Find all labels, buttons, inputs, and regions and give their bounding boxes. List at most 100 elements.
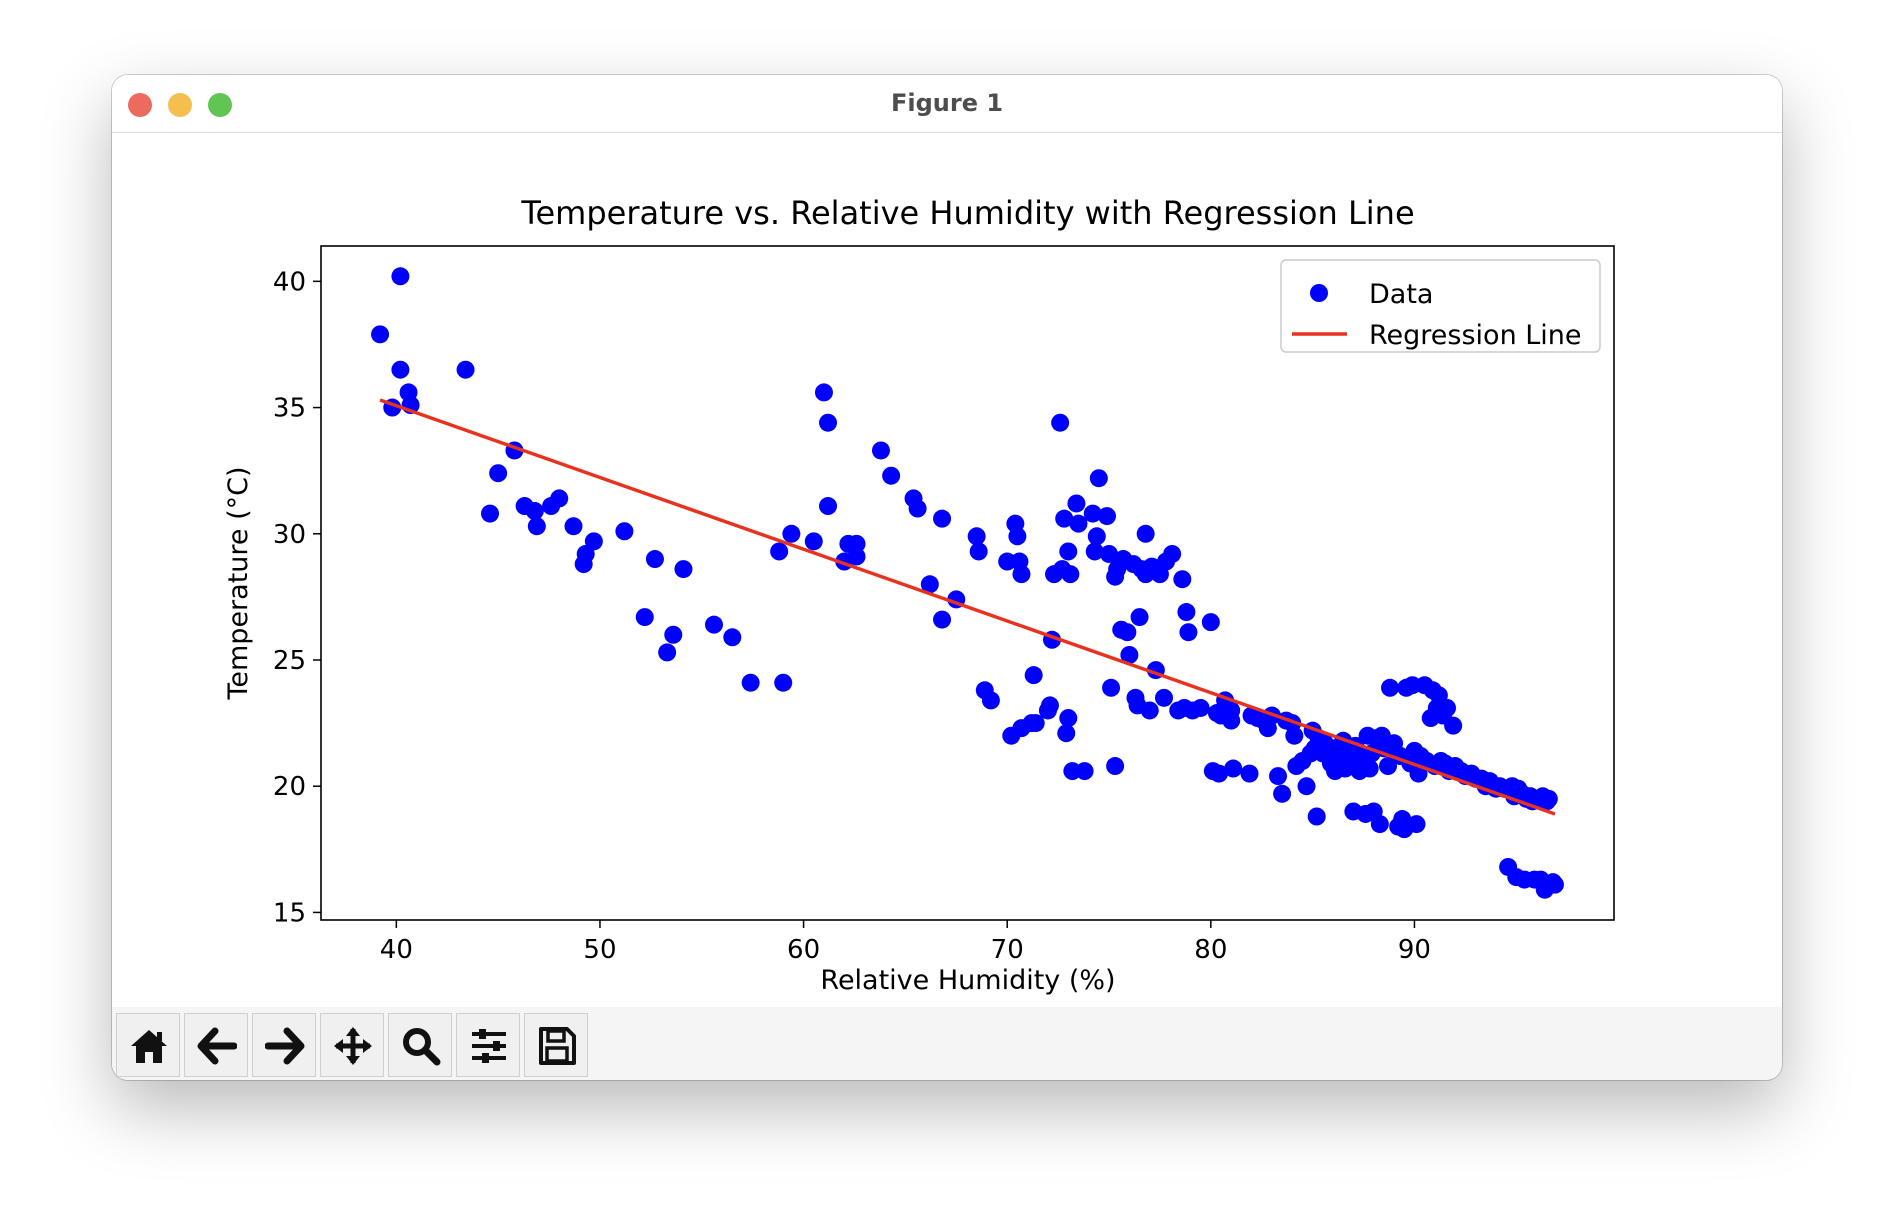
data-point — [1012, 565, 1031, 584]
zoom-window-button[interactable] — [208, 93, 232, 117]
data-point — [847, 547, 866, 566]
data-point — [847, 534, 866, 553]
figure-canvas[interactable]: Temperature vs. Relative Humidity with R… — [112, 133, 1782, 1080]
data-point — [1140, 701, 1159, 720]
close-window-button[interactable] — [128, 93, 152, 117]
data-point — [1240, 764, 1259, 783]
data-point — [1059, 542, 1078, 561]
data-point — [1224, 759, 1243, 778]
x-tick-label: 50 — [583, 935, 616, 965]
plot-frame — [320, 245, 1615, 921]
home-button[interactable] — [116, 1013, 180, 1077]
data-point — [1381, 678, 1400, 697]
window-title: Figure 1 — [890, 89, 1004, 117]
legend-box — [1280, 259, 1601, 353]
forward-arrow-icon — [265, 1027, 305, 1065]
data-point — [1100, 544, 1119, 563]
pan-button[interactable] — [320, 1013, 384, 1077]
data-point — [882, 466, 901, 485]
data-point — [1307, 807, 1326, 826]
data-point — [1120, 645, 1139, 664]
minimize-window-button[interactable] — [168, 93, 192, 117]
data-point — [371, 325, 390, 344]
data-point — [1360, 759, 1379, 778]
configure-subplots-icon — [472, 1029, 506, 1063]
data-point — [1154, 688, 1173, 707]
title-bar[interactable]: Figure 1 — [112, 75, 1782, 133]
data-point — [782, 524, 801, 543]
legend: Data Regression Line — [1280, 259, 1601, 353]
data-point — [1026, 714, 1045, 733]
data-point — [1136, 524, 1155, 543]
data-point — [525, 502, 544, 521]
back-button[interactable] — [184, 1013, 248, 1077]
zoom-magnifier-icon — [403, 1028, 441, 1066]
data-point — [1285, 726, 1304, 745]
data-point — [1089, 469, 1108, 488]
y-tick-label: 25 — [273, 646, 306, 676]
data-point — [774, 673, 793, 692]
data-point — [1067, 494, 1086, 513]
data-point — [1407, 815, 1426, 834]
data-point — [1055, 509, 1074, 528]
scatter-chart[interactable]: Temperature vs. Relative Humidity with R… — [112, 133, 1782, 1007]
data-point — [1083, 504, 1102, 523]
data-point — [645, 550, 664, 569]
data-point — [1444, 716, 1463, 735]
x-tick-label: 80 — [1194, 935, 1227, 965]
data-point — [391, 360, 410, 379]
data-point — [489, 464, 508, 483]
data-point — [933, 610, 952, 629]
data-point — [1059, 709, 1078, 728]
forward-button[interactable] — [252, 1013, 316, 1077]
data-point — [1087, 527, 1106, 546]
data-point — [1201, 613, 1220, 632]
x-tick-label: 60 — [787, 935, 820, 965]
pan-move-icon — [334, 1027, 372, 1065]
data-point — [1040, 696, 1059, 715]
data-point — [969, 542, 988, 561]
data-point — [1102, 678, 1121, 697]
data-point — [819, 413, 838, 432]
data-point — [967, 527, 986, 546]
data-point — [658, 643, 677, 662]
navigation-toolbar — [112, 1007, 1782, 1080]
y-tick-label: 15 — [273, 898, 306, 928]
data-point — [1191, 698, 1210, 717]
data-point — [1378, 757, 1397, 776]
data-point — [1273, 784, 1292, 803]
back-arrow-icon — [197, 1027, 237, 1065]
data-point — [584, 532, 603, 551]
data-point — [741, 673, 760, 692]
data-point — [1173, 570, 1192, 589]
save-button[interactable] — [524, 1013, 588, 1077]
data-point — [1051, 413, 1070, 432]
save-floppy-icon — [539, 1027, 576, 1065]
data-point — [1438, 698, 1457, 717]
data-point — [1118, 623, 1137, 642]
x-tick-label: 70 — [991, 935, 1024, 965]
data-point — [674, 560, 693, 579]
data-point — [1069, 514, 1088, 533]
data-point — [1061, 565, 1080, 584]
regression-line — [379, 398, 1556, 816]
configure-subplots-button[interactable] — [456, 1013, 520, 1077]
data-point — [635, 608, 654, 627]
data-point — [1269, 767, 1288, 786]
data-point — [1545, 875, 1564, 894]
data-point — [456, 360, 475, 379]
data-point — [920, 575, 939, 594]
data-point — [981, 691, 1000, 710]
legend-data-marker — [1310, 284, 1328, 302]
legend-regression-label: Regression Line — [1369, 320, 1582, 351]
data-point — [1057, 724, 1076, 743]
y-tick-label: 30 — [273, 520, 306, 550]
data-point — [1106, 757, 1125, 776]
zoom-button[interactable] — [388, 1013, 452, 1077]
data-point — [1177, 603, 1196, 622]
data-point — [615, 522, 634, 541]
data-point — [481, 504, 500, 523]
data-point — [1085, 542, 1104, 561]
data-point — [1008, 527, 1027, 546]
legend-data-label: Data — [1369, 279, 1433, 310]
